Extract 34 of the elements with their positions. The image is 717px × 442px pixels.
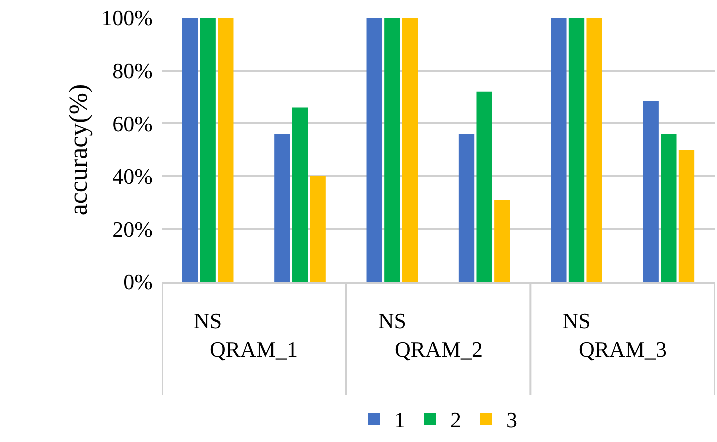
bar — [678, 150, 695, 282]
bar — [292, 108, 308, 282]
bar — [551, 18, 567, 282]
y-tick-label: 0% — [124, 270, 153, 295]
bar — [182, 18, 198, 282]
x-tick-label: NS — [562, 308, 591, 334]
x-tick-label: NS — [378, 308, 406, 334]
bar — [494, 200, 510, 282]
bar — [476, 92, 492, 282]
y-tick-label: 100% — [102, 6, 153, 31]
bar — [586, 18, 602, 282]
bar — [218, 18, 234, 282]
bar — [366, 18, 382, 282]
bar — [568, 18, 585, 282]
bar — [643, 101, 659, 282]
bar — [274, 134, 290, 282]
y-tick-label: 80% — [112, 58, 153, 84]
bar — [384, 18, 400, 282]
x-tick-label: NS — [194, 308, 222, 334]
y-tick-label: 40% — [112, 164, 153, 190]
y-tick-label: 20% — [112, 216, 153, 242]
text: QRAM_1 — [210, 337, 298, 362]
legend-label: 1 — [394, 408, 406, 433]
bar — [310, 176, 326, 282]
bar — [402, 18, 418, 282]
text: QRAM_2 — [395, 337, 484, 362]
y-tick-label: 60% — [112, 111, 153, 136]
y-axis-title: accuracy(%) — [64, 84, 94, 216]
text: QRAM_3 — [579, 337, 668, 362]
bar — [661, 134, 677, 282]
legend-label: 2 — [450, 408, 462, 433]
legend-label: 3 — [506, 408, 518, 433]
bar — [200, 18, 216, 282]
bar — [458, 134, 475, 282]
